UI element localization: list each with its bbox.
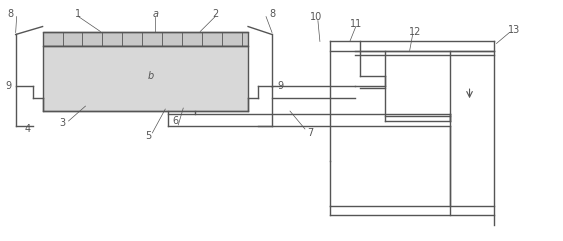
Text: 8: 8	[269, 9, 275, 19]
Bar	[43, 32, 248, 47]
Text: 9: 9	[277, 81, 283, 91]
Text: 3: 3	[60, 118, 66, 128]
Text: 1: 1	[75, 9, 82, 19]
Bar	[43, 47, 248, 111]
Text: 10: 10	[310, 12, 322, 22]
Text: 9: 9	[6, 81, 12, 91]
Text: 7: 7	[307, 128, 313, 138]
Text: 11: 11	[350, 19, 362, 29]
Text: 5: 5	[145, 131, 151, 141]
Text: a: a	[153, 9, 158, 19]
Text: 8: 8	[8, 9, 14, 19]
Text: 4: 4	[25, 124, 31, 134]
Text: 2: 2	[212, 9, 218, 19]
Text: b: b	[147, 71, 154, 81]
Text: 12: 12	[409, 27, 421, 37]
Text: 6: 6	[172, 116, 178, 126]
Text: 13: 13	[508, 25, 521, 34]
